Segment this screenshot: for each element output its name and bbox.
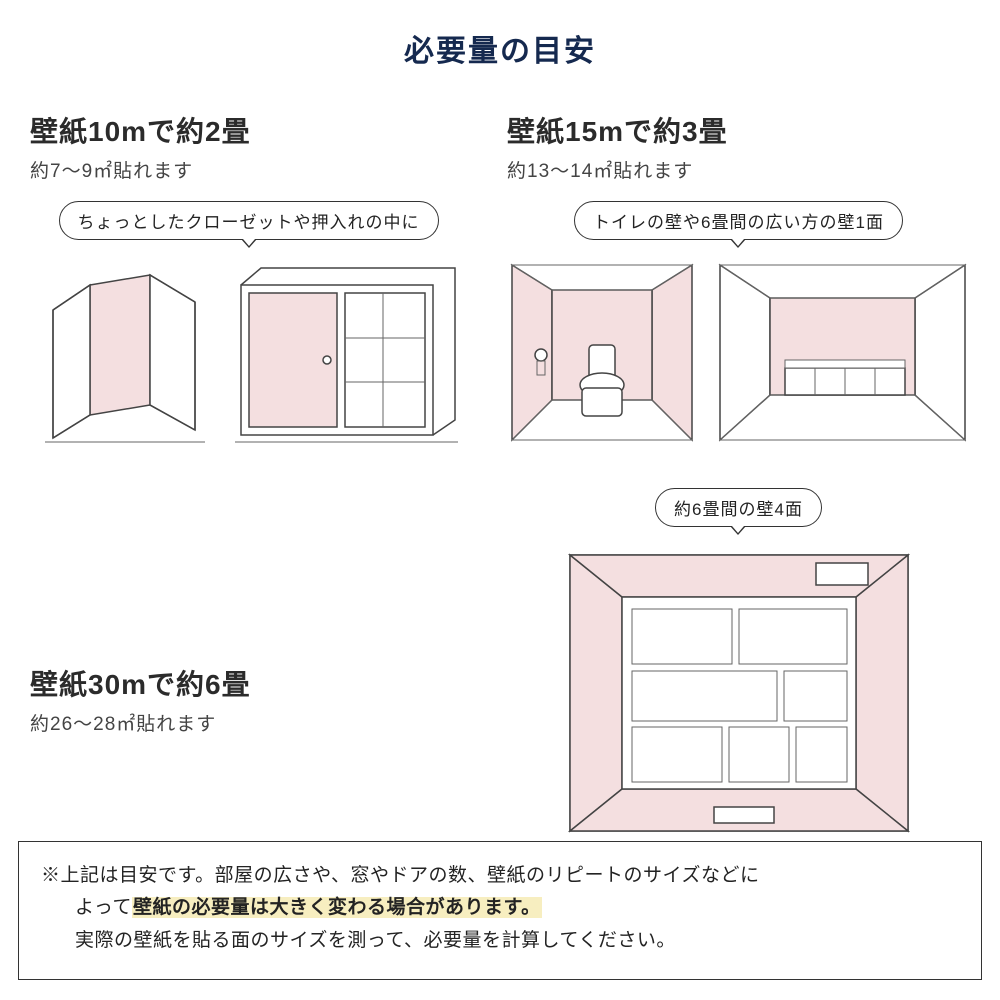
note-line-2: よって壁紙の必要量は大きく変わる場合があります。 (41, 892, 959, 924)
closet-open-icon (35, 260, 215, 450)
block-30m-illo-col: 約6畳間の壁4面 (507, 470, 970, 839)
note-line-3: 実際の壁紙を貼る面のサイズを測って、必要量を計算してください。 (41, 925, 959, 957)
block-30m-heading: 壁紙30mで約6畳 (30, 663, 467, 703)
room-one-wall-icon (715, 260, 970, 450)
block-15m-illustration (507, 260, 970, 450)
block-15m-sub: 約13～14㎡貼れます (507, 156, 970, 183)
block-10m: 壁紙10mで約2畳 約7～9㎡貼れます ちょっとしたクローゼットや押入れの中に (30, 110, 467, 450)
block-10m-sub: 約7～9㎡貼れます (30, 156, 467, 183)
block-30m-sub: 約26～28㎡貼れます (30, 709, 467, 736)
page-title: 必要量の目安 (0, 0, 1000, 70)
guide-grid: 壁紙10mで約2畳 約7～9㎡貼れます ちょっとしたクローゼットや押入れの中に (0, 70, 1000, 839)
closet-sliding-icon (233, 260, 463, 450)
block-15m: 壁紙15mで約3畳 約13～14㎡貼れます トイレの壁や6畳間の広い方の壁1面 (507, 110, 970, 450)
block-30m-bubble: 約6畳間の壁4面 (655, 488, 822, 527)
toilet-room-icon (507, 260, 697, 450)
room-four-walls-icon (564, 549, 914, 839)
note-box: ※上記は目安です。部屋の広さや、窓やドアの数、壁紙のリピートのサイズなどに よっ… (18, 841, 982, 980)
block-15m-heading: 壁紙15mで約3畳 (507, 110, 970, 150)
note-highlight: 壁紙の必要量は大きく変わる場合があります。 (132, 897, 542, 918)
block-10m-illustration (30, 260, 467, 450)
block-15m-bubble: トイレの壁や6畳間の広い方の壁1面 (574, 201, 903, 240)
block-30m-illustration (507, 549, 970, 839)
block-30m: 壁紙30mで約6畳 約26～28㎡貼れます (30, 573, 467, 736)
note-line-1: ※上記は目安です。部屋の広さや、窓やドアの数、壁紙のリピートのサイズなどに (41, 860, 959, 892)
block-10m-heading: 壁紙10mで約2畳 (30, 110, 467, 150)
note-line-2-pre: よって (75, 897, 132, 918)
block-10m-bubble: ちょっとしたクローゼットや押入れの中に (59, 201, 439, 240)
